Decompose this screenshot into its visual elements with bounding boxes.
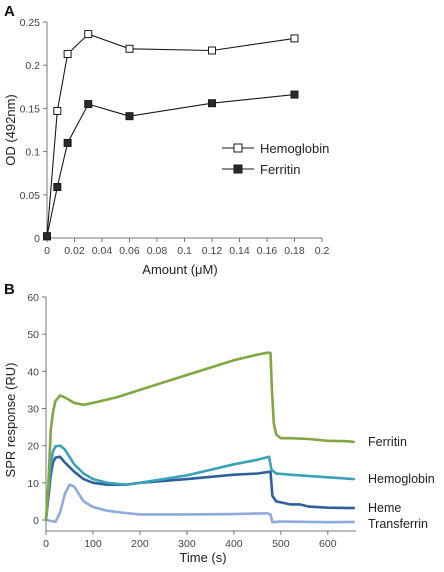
panel-a-x-tick-label: 0.1 bbox=[177, 245, 192, 257]
panel-a-x-tick-label: 0.16 bbox=[257, 245, 278, 257]
legend-label-hemoglobin: Hemoglobin bbox=[260, 141, 329, 156]
legend-marker-ferritin bbox=[233, 164, 243, 174]
panel-b-y-axis-label: SPR response (RU) bbox=[3, 363, 18, 478]
panel-b-y-tick-label: 10 bbox=[27, 478, 39, 490]
panel-a-point-hemoglobin bbox=[290, 34, 299, 43]
panel-a-y-tick-label: 0.15 bbox=[20, 103, 41, 115]
series-label-heme: Heme bbox=[368, 501, 401, 515]
panel-a-series-line-ferritin bbox=[46, 94, 295, 237]
panel-b-x-tick-label: 400 bbox=[225, 538, 243, 550]
panel-a-x-tick-label: 0.02 bbox=[64, 245, 85, 257]
panel-b-y-tick-label: 0 bbox=[33, 515, 39, 527]
panel-b-x-tick-label: 200 bbox=[131, 538, 149, 550]
panel-b-series-line-hemoglobin bbox=[44, 444, 356, 522]
panel-a-point-ferritin bbox=[208, 99, 216, 108]
panel-b-x-tick-label: 100 bbox=[84, 538, 102, 550]
panel-a-x-axis-label: Amount (μM) bbox=[142, 262, 217, 277]
legend-label-ferritin: Ferritin bbox=[260, 162, 300, 177]
panel-a-x-tick-label: 0.2 bbox=[315, 245, 330, 257]
panel-a-point-ferritin bbox=[290, 90, 299, 99]
panel-a-point-ferritin bbox=[125, 112, 134, 121]
panel-b-y-tick-label: 50 bbox=[27, 329, 39, 341]
legend-marker-hemoglobin bbox=[233, 143, 243, 153]
panel-a-point-hemoglobin bbox=[125, 44, 134, 53]
panel-a-series-line-hemoglobin bbox=[46, 33, 295, 237]
panel-b-series-line-ferritin bbox=[44, 351, 356, 522]
panel-a-point-hemoglobin bbox=[63, 49, 72, 58]
panel-b-x-axis-label: Time (s) bbox=[179, 550, 226, 565]
panel-b-x-tick-label: 0 bbox=[43, 538, 49, 550]
panel-a-label: A bbox=[4, 3, 15, 20]
panel-b-y-tick-label: 40 bbox=[27, 366, 39, 378]
panel-a-point-hemoglobin bbox=[84, 30, 93, 39]
panel-a-x-tick-label: 0.14 bbox=[229, 245, 250, 257]
panel-a-point-hemoglobin bbox=[53, 106, 62, 115]
panel-b-plot: 0 100 200 300 400 500 600 0 10 20 30 40 50 60 Ferritin… bbox=[27, 292, 434, 550]
panel-a-point-ferritin bbox=[43, 232, 51, 241]
panel-b-y-tick-label: 20 bbox=[27, 441, 39, 453]
panel-b-x-tick-label: 500 bbox=[272, 538, 290, 550]
series-label-transferrin: Transferrin bbox=[368, 517, 428, 531]
series-label-hemoglobin: Hemoglobin bbox=[368, 472, 435, 486]
panel-b-label: B bbox=[4, 281, 15, 298]
panel-b-x-tick-label: 600 bbox=[319, 538, 337, 550]
panel-a-y-tick-label: 0 bbox=[34, 233, 40, 245]
panel-a-point-ferritin bbox=[84, 100, 93, 109]
panel-a-x-tick-label: 0.08 bbox=[147, 245, 168, 257]
panel-b-series-line-transferrin bbox=[44, 483, 356, 524]
panel-a-x-tick-label: 0.06 bbox=[119, 245, 140, 257]
panel-a-y-axis-label: OD (492nm) bbox=[3, 94, 18, 166]
panel-b-x-tick-label: 300 bbox=[178, 538, 196, 550]
panel-a-y-tick-label: 0.2 bbox=[25, 60, 40, 72]
panel-a-x-tick-label: 0 bbox=[44, 245, 50, 257]
panel-a-point-ferritin bbox=[53, 183, 62, 192]
series-label-ferritin: Ferritin bbox=[368, 435, 407, 449]
panel-a-x-tick-label: 0.18 bbox=[284, 245, 305, 257]
panel-b-series-line-heme bbox=[44, 455, 356, 522]
panel-a-y-tick-label: 0.25 bbox=[20, 17, 41, 29]
panel-a-point-ferritin bbox=[63, 138, 72, 147]
panel-a-plot: 0 0.02 0.04 0.06 0.08 0.1 0.12 0.14 0.16 0.18 0.2 0… bbox=[20, 17, 330, 257]
panel-a-y-tick-label: 0.1 bbox=[25, 147, 40, 159]
panel-a-point-hemoglobin bbox=[208, 46, 216, 55]
panel-b-y-tick-label: 60 bbox=[27, 292, 39, 304]
panel-a-x-tick-label: 0.04 bbox=[92, 245, 113, 257]
panel-b-y-tick-label: 30 bbox=[27, 404, 39, 416]
panel-a-x-tick-label: 0.12 bbox=[202, 245, 223, 257]
panel-a-y-tick-label: 0.05 bbox=[20, 190, 41, 202]
